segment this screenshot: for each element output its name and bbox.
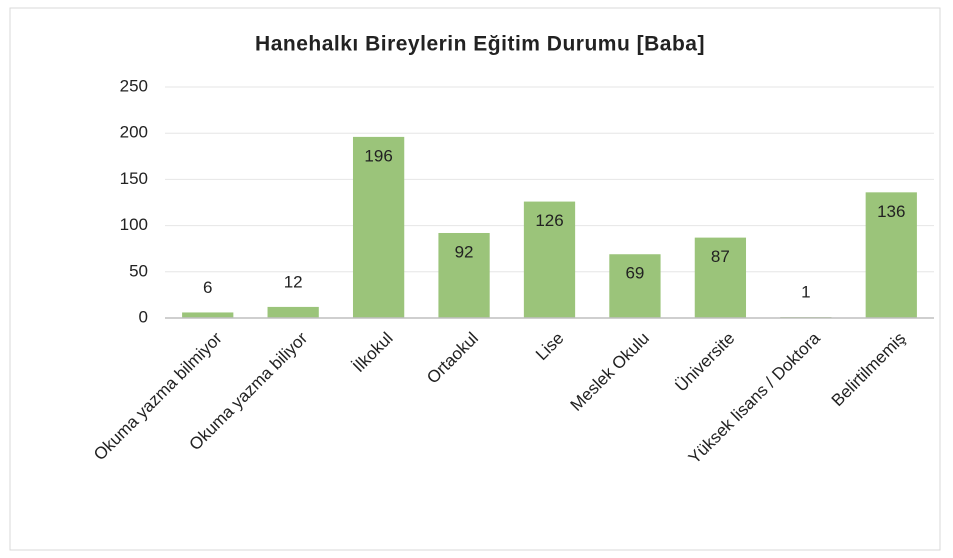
bar: [609, 254, 661, 318]
data-label: 126: [535, 211, 563, 230]
bar: [523, 201, 576, 318]
data-label: 136: [877, 202, 905, 221]
data-label: 196: [364, 146, 392, 165]
data-label: 12: [284, 272, 303, 291]
data-label: 87: [711, 247, 730, 266]
bar: [438, 232, 490, 318]
y-tick-label: 150: [120, 169, 148, 188]
y-tick-label: 250: [120, 76, 148, 95]
data-label: 69: [625, 264, 644, 283]
data-label: 92: [455, 242, 474, 261]
bar: [352, 136, 405, 318]
data-label: 6: [203, 278, 212, 297]
bar: [694, 237, 747, 318]
y-tick-label: 0: [139, 307, 148, 326]
bar: [182, 312, 234, 318]
y-tick-label: 50: [129, 261, 148, 280]
bar: [865, 192, 917, 318]
data-label: 1: [801, 283, 810, 302]
chart-title: Hanehalkı Bireylerin Eğitim Durumu [Baba…: [255, 33, 705, 56]
y-tick-label: 100: [120, 215, 148, 234]
bar: [267, 306, 319, 318]
y-tick-label: 200: [120, 123, 148, 142]
